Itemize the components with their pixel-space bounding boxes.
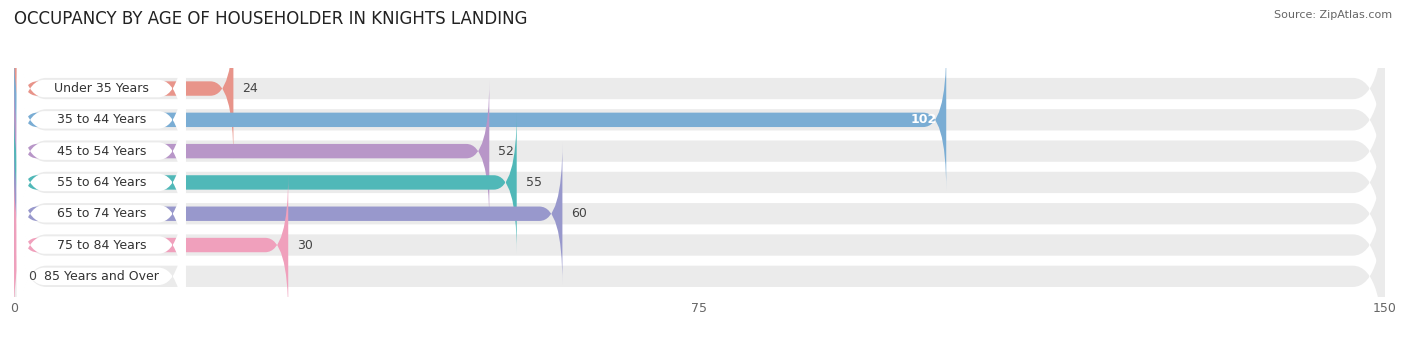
Text: 55: 55 bbox=[526, 176, 541, 189]
Text: 45 to 54 Years: 45 to 54 Years bbox=[56, 145, 146, 158]
FancyBboxPatch shape bbox=[17, 66, 186, 236]
FancyBboxPatch shape bbox=[14, 21, 1385, 219]
Text: 65 to 74 Years: 65 to 74 Years bbox=[56, 207, 146, 220]
FancyBboxPatch shape bbox=[14, 146, 1385, 341]
Text: 60: 60 bbox=[571, 207, 588, 220]
FancyBboxPatch shape bbox=[14, 52, 1385, 250]
FancyBboxPatch shape bbox=[17, 35, 186, 205]
Text: 0: 0 bbox=[28, 270, 35, 283]
Text: 102: 102 bbox=[911, 113, 938, 126]
FancyBboxPatch shape bbox=[14, 0, 1385, 188]
Text: 85 Years and Over: 85 Years and Over bbox=[44, 270, 159, 283]
FancyBboxPatch shape bbox=[17, 3, 186, 174]
FancyBboxPatch shape bbox=[17, 129, 186, 299]
FancyBboxPatch shape bbox=[14, 177, 1385, 341]
FancyBboxPatch shape bbox=[14, 17, 233, 160]
FancyBboxPatch shape bbox=[14, 112, 517, 253]
FancyBboxPatch shape bbox=[14, 80, 489, 222]
FancyBboxPatch shape bbox=[17, 191, 186, 341]
FancyBboxPatch shape bbox=[14, 174, 288, 316]
FancyBboxPatch shape bbox=[17, 97, 186, 268]
Text: OCCUPANCY BY AGE OF HOUSEHOLDER IN KNIGHTS LANDING: OCCUPANCY BY AGE OF HOUSEHOLDER IN KNIGH… bbox=[14, 10, 527, 28]
Text: 24: 24 bbox=[243, 82, 259, 95]
Text: 30: 30 bbox=[298, 239, 314, 252]
Text: Under 35 Years: Under 35 Years bbox=[53, 82, 149, 95]
FancyBboxPatch shape bbox=[17, 160, 186, 330]
Text: 52: 52 bbox=[499, 145, 515, 158]
FancyBboxPatch shape bbox=[14, 84, 1385, 281]
Text: Source: ZipAtlas.com: Source: ZipAtlas.com bbox=[1274, 10, 1392, 20]
Text: 55 to 64 Years: 55 to 64 Years bbox=[56, 176, 146, 189]
Text: 35 to 44 Years: 35 to 44 Years bbox=[56, 113, 146, 126]
FancyBboxPatch shape bbox=[14, 49, 946, 191]
Text: 75 to 84 Years: 75 to 84 Years bbox=[56, 239, 146, 252]
FancyBboxPatch shape bbox=[14, 143, 562, 285]
FancyBboxPatch shape bbox=[14, 115, 1385, 313]
